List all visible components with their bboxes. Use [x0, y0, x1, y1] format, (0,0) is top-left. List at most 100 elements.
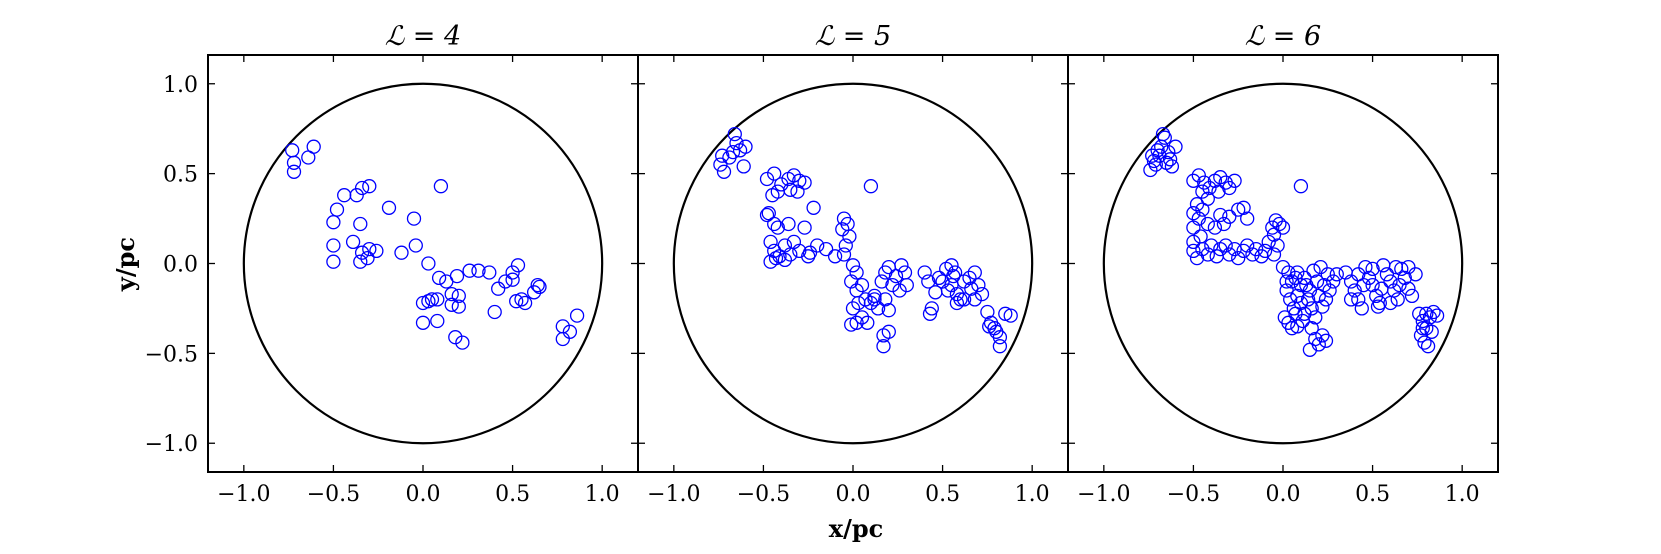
- data-point: [1290, 288, 1305, 304]
- data-point: [1343, 292, 1359, 307]
- x-tick-label: −1.0: [1077, 482, 1130, 507]
- x-tick-label: −0.5: [307, 482, 360, 507]
- data-point: [1257, 243, 1273, 259]
- data-point: [836, 211, 852, 226]
- data-point: [763, 234, 778, 250]
- data-point: [430, 313, 445, 329]
- data-point: [1266, 227, 1282, 242]
- data-point: [1213, 170, 1228, 185]
- data-point: [1300, 292, 1316, 307]
- data-point: [781, 216, 796, 232]
- data-point: [353, 254, 368, 269]
- data-point: [408, 238, 423, 253]
- data-point: [353, 216, 368, 232]
- data-point: [517, 295, 533, 311]
- data-point: [1361, 270, 1377, 286]
- data-point: [451, 288, 466, 304]
- data-point: [971, 277, 986, 293]
- data-point: [337, 188, 352, 203]
- data-point: [354, 245, 370, 260]
- x-tick-label: −1.0: [217, 482, 270, 507]
- data-point: [451, 299, 466, 314]
- data-point: [285, 143, 300, 158]
- data-point: [362, 179, 377, 194]
- data-point: [1302, 342, 1318, 357]
- data-point: [329, 202, 345, 217]
- data-point: [1408, 267, 1423, 282]
- data-point: [786, 168, 802, 183]
- data-point: [1394, 261, 1409, 277]
- data-point: [924, 301, 939, 316]
- data-point: [964, 281, 979, 296]
- data-point: [1288, 306, 1303, 321]
- y-tick-label: 1.0: [163, 73, 198, 98]
- data-point: [881, 303, 896, 318]
- data-point: [759, 207, 775, 223]
- scatter-panel-3: ℒ = 6 −1.0 −0.5 0.0 0.5 1.0: [1067, 21, 1499, 507]
- data-point: [424, 292, 440, 307]
- data-point: [876, 339, 891, 354]
- data-point: [345, 234, 361, 250]
- x-tick-label: −0.5: [737, 482, 790, 507]
- data-point: [885, 277, 900, 293]
- data-point: [770, 220, 785, 235]
- data-point: [532, 279, 547, 295]
- data-point: [980, 304, 995, 320]
- x-tick-label: 0.0: [406, 482, 441, 507]
- data-point: [1216, 216, 1232, 232]
- data-point: [1304, 321, 1319, 336]
- data-point: [1186, 234, 1201, 250]
- data-point: [433, 179, 449, 194]
- data-point: [1315, 299, 1330, 314]
- data-point: [1419, 306, 1434, 321]
- data-point: [1415, 321, 1430, 336]
- data-point: [1309, 274, 1325, 289]
- data-point: [530, 277, 545, 293]
- data-point: [845, 258, 861, 273]
- panel-frame: [637, 54, 1069, 473]
- data-point: [449, 268, 465, 284]
- data-point: [1299, 277, 1314, 293]
- data-point: [894, 258, 909, 273]
- data-point: [1159, 155, 1174, 170]
- data-point: [897, 265, 913, 280]
- data-point: [935, 274, 950, 289]
- data-point: [1189, 197, 1205, 212]
- data-point: [786, 234, 802, 250]
- data-point: [727, 126, 742, 142]
- data-point: [1288, 270, 1303, 286]
- data-point: [448, 330, 463, 345]
- data-point: [1281, 265, 1296, 280]
- boundary-circle: [242, 82, 604, 445]
- data-point: [922, 306, 938, 321]
- data-point: [949, 295, 965, 311]
- panel-title: ℒ = 4: [385, 21, 461, 52]
- data-point: [1161, 144, 1176, 160]
- x-tick-label: 0.0: [1266, 482, 1301, 507]
- data-point: [1283, 292, 1298, 307]
- data-point: [1369, 288, 1384, 304]
- data-point: [845, 301, 861, 316]
- data-point: [838, 238, 853, 253]
- data-point: [1275, 259, 1291, 275]
- data-point: [1295, 313, 1310, 329]
- data-point: [1279, 274, 1294, 289]
- data-point: [836, 247, 852, 262]
- data-point: [863, 295, 879, 311]
- data-point: [1429, 308, 1445, 323]
- data-point: [1145, 148, 1160, 163]
- data-point: [1413, 328, 1429, 343]
- data-point: [797, 175, 812, 190]
- data-point: [849, 315, 864, 330]
- data-point: [362, 241, 377, 257]
- panels: ℒ = 4−1.0 −0.5 0.0 0.5 1.0−1.0−0.50.00.51.0ℒ…: [145, 21, 1499, 507]
- data-point: [806, 200, 821, 215]
- data-point: [1318, 292, 1334, 307]
- data-point: [421, 256, 436, 271]
- data-point: [998, 306, 1013, 321]
- data-point: [1415, 313, 1430, 329]
- data-point: [1218, 238, 1233, 253]
- scatter-panel-2: ℒ = 5 −1.0 −0.5 0.0 0.5 1.0: [637, 21, 1069, 507]
- data-point: [790, 184, 805, 199]
- data-point: [360, 250, 375, 266]
